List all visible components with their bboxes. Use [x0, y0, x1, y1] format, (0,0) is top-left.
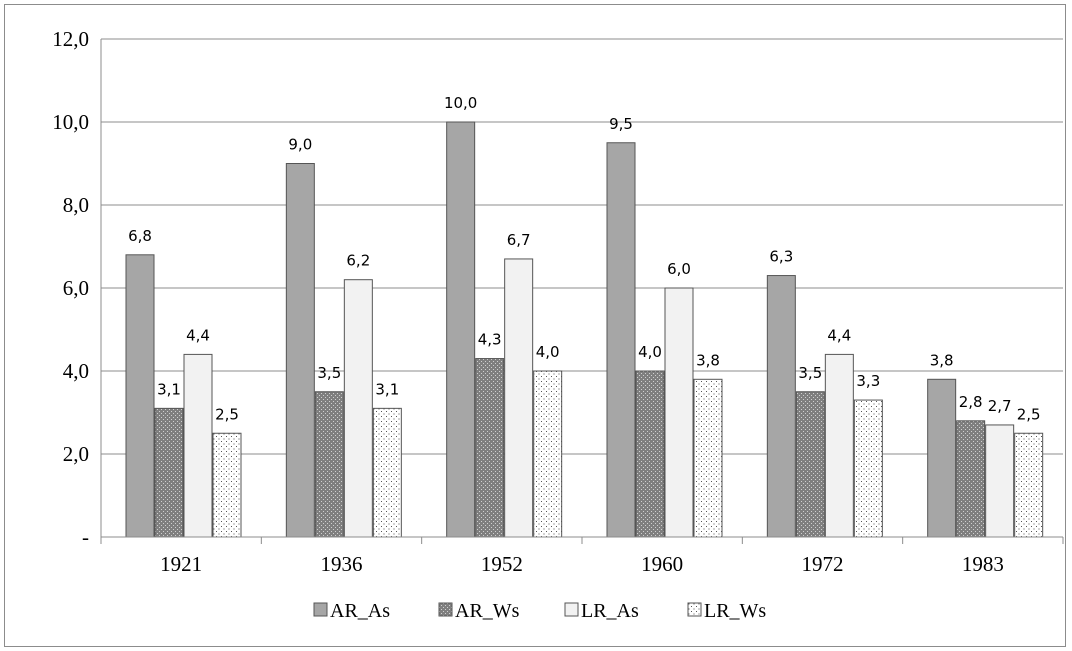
data-label: 3,5	[317, 364, 341, 382]
legend-swatch	[438, 602, 453, 617]
bar-lr-as-1960	[664, 287, 694, 538]
bar-ar-as-1936	[285, 163, 315, 538]
legend-entry: AR_Ws	[455, 600, 520, 622]
y-axis: - 2,0 4,0 6,0 8,0 10,0 12,0	[52, 27, 102, 549]
bar-ar-as-1921	[125, 254, 155, 538]
x-tick-label: 1952	[481, 552, 523, 576]
bar-ar-as-1952	[446, 121, 476, 538]
gridlines	[101, 38, 1063, 455]
data-label: 6,8	[128, 227, 152, 245]
data-label: 3,1	[157, 380, 181, 398]
legend-entry: LR_Ws	[704, 600, 766, 622]
bar-lr-as-1972	[824, 353, 854, 538]
y-tick-label: 2,0	[63, 442, 89, 466]
data-label: 4,0	[638, 343, 662, 361]
data-label: 3,3	[856, 372, 880, 390]
y-tick-label: 10,0	[52, 110, 89, 134]
legend-swatch	[564, 602, 579, 617]
bar-ar-ws-1936	[314, 391, 344, 538]
legend-entry: AR_As	[330, 600, 390, 622]
data-label: 3,8	[696, 351, 720, 369]
bar-lr-ws-1921	[212, 432, 242, 538]
bar-lr-ws-1936	[372, 407, 402, 538]
data-label: 3,8	[930, 351, 954, 369]
bar-lr-as-1936	[343, 279, 373, 538]
bar-ar-ws-1952	[475, 358, 505, 538]
data-label: 2,8	[959, 393, 983, 411]
legend: AR_As AR_Ws LR_As LR_Ws	[313, 600, 766, 622]
data-label: 3,1	[375, 380, 399, 398]
bar-lr-as-1952	[504, 258, 534, 538]
y-tick-label: 8,0	[63, 193, 89, 217]
data-label: 6,3	[769, 248, 793, 266]
chart-frame: - 2,0 4,0 6,0 8,0 10,0 12,0 6,8 3,1 4,4 2,5 9,0 3,5…	[4, 4, 1066, 647]
data-label: 10,0	[444, 94, 477, 112]
data-label: 4,3	[478, 331, 502, 349]
x-tick-label: 1936	[321, 552, 363, 576]
data-label: 6,0	[667, 260, 691, 278]
data-label: 2,7	[988, 397, 1012, 415]
data-label: 9,0	[288, 136, 312, 154]
bar-lr-ws-1972	[853, 399, 883, 538]
bar-lr-ws-1952	[533, 370, 563, 538]
data-label: 2,5	[1017, 405, 1041, 423]
bar-lr-as-1921	[183, 353, 213, 538]
legend-swatch	[313, 602, 328, 617]
x-tick-label: 1921	[160, 552, 202, 576]
data-label: 6,2	[346, 252, 370, 270]
data-label: 4,0	[536, 343, 560, 361]
y-tick-label: 12,0	[52, 27, 89, 51]
legend-entry: LR_As	[581, 600, 639, 622]
bar-lr-as-1983	[985, 424, 1015, 538]
bar-ar-ws-1972	[795, 391, 825, 538]
bar-ar-as-1960	[606, 142, 636, 538]
data-label: 2,5	[215, 405, 239, 423]
y-tick-label: -	[82, 525, 89, 549]
bar-ar-as-1983	[927, 378, 957, 538]
x-tick-label: 1972	[802, 552, 844, 576]
bar-lr-ws-1983	[1014, 432, 1044, 538]
legend-swatch	[687, 602, 702, 617]
bar-ar-ws-1960	[635, 370, 665, 538]
data-label: 9,5	[609, 115, 633, 133]
bar-chart: - 2,0 4,0 6,0 8,0 10,0 12,0 6,8 3,1 4,4 2,5 9,0 3,5…	[52, 27, 1064, 622]
bars	[125, 121, 1044, 538]
data-label: 4,4	[827, 326, 851, 344]
y-tick-label: 6,0	[63, 276, 89, 300]
x-tick-label: 1983	[962, 552, 1004, 576]
x-axis: 1921 1936 1952 1960 1972 1983	[100, 536, 1064, 576]
bar-ar-ws-1983	[956, 420, 986, 538]
bar-lr-ws-1960	[693, 378, 723, 538]
data-labels: 6,8 3,1 4,4 2,5 9,0 3,5 6,2 3,1 10,0 4,3 6,7 4,0 9,5…	[128, 94, 1041, 423]
data-label: 4,4	[186, 326, 210, 344]
bar-ar-as-1972	[766, 275, 796, 538]
x-tick-label: 1960	[641, 552, 683, 576]
data-label: 6,7	[507, 231, 531, 249]
y-tick-label: 4,0	[63, 359, 89, 383]
data-label: 3,5	[798, 364, 822, 382]
bar-ar-ws-1921	[154, 407, 184, 538]
